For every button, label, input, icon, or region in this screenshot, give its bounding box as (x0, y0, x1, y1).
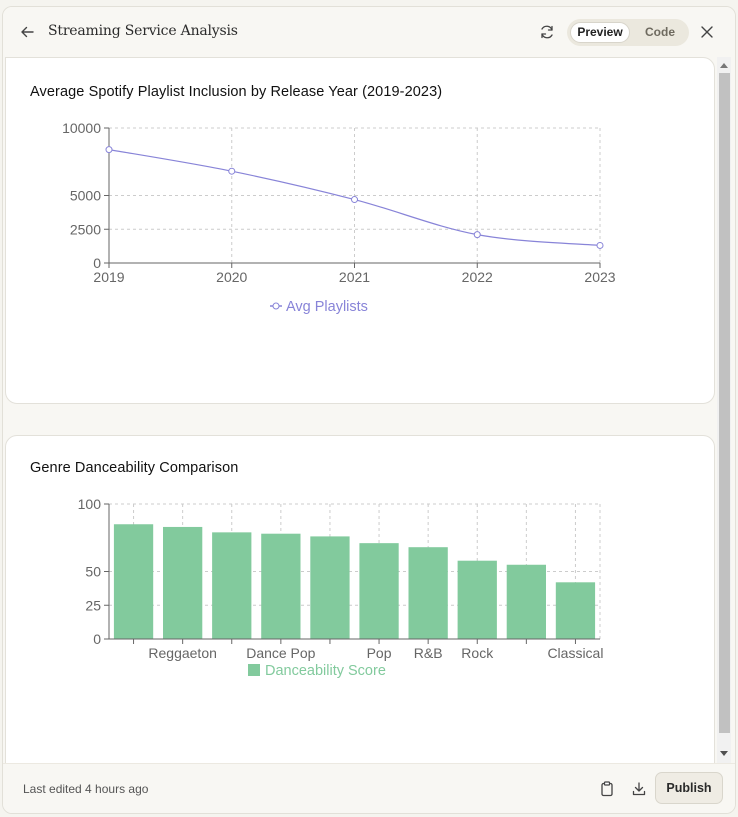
y-tick-label: 2500 (70, 221, 101, 237)
bar (555, 582, 596, 639)
y-tick-label: 5000 (70, 188, 101, 204)
data-point (105, 146, 113, 154)
y-tick-label: 0 (93, 255, 101, 271)
bar (457, 560, 497, 639)
bar (408, 547, 448, 639)
y-tick-label: 10000 (62, 120, 101, 136)
x-tick-label: 2023 (584, 269, 615, 285)
legend-swatch-icon (248, 664, 260, 676)
bar (506, 564, 546, 639)
footer-bar: Last edited 4 hours ago Publish (3, 763, 735, 813)
refresh-icon[interactable] (538, 23, 556, 41)
legend-label: Avg Playlists (286, 299, 368, 315)
bar (212, 532, 252, 639)
scrollbar[interactable] (717, 57, 731, 763)
bar (261, 533, 301, 639)
x-tick-label: R&B (414, 645, 443, 661)
x-tick-label: Reggaeton (148, 645, 217, 661)
bar (113, 524, 154, 639)
last-edited-text: Last edited 4 hours ago (23, 782, 149, 796)
preview-content: Average Spotify Playlist Inclusion by Re… (3, 57, 735, 763)
download-icon[interactable] (630, 780, 648, 798)
x-tick-label: 2022 (462, 269, 493, 285)
artifact-window: Streaming Service Analysis Preview Code … (2, 6, 736, 814)
bar (163, 526, 203, 639)
page-title: Streaming Service Analysis (48, 23, 238, 39)
y-tick-label: 25 (85, 597, 101, 613)
y-tick-label: 0 (93, 631, 101, 647)
x-tick-label: Classical (547, 645, 603, 661)
scroll-up-arrow-icon[interactable] (720, 63, 728, 68)
data-point (228, 167, 236, 175)
bar-chart-title: Genre Danceability Comparison (30, 460, 239, 476)
preview-tab[interactable]: Preview (570, 22, 630, 43)
x-tick-label: 2021 (339, 269, 370, 285)
publish-button[interactable]: Publish (655, 772, 723, 804)
x-tick-label: 2019 (93, 269, 124, 285)
line-chart-title: Average Spotify Playlist Inclusion by Re… (30, 84, 443, 100)
back-arrow-icon[interactable] (17, 22, 37, 42)
header-bar: Streaming Service Analysis Preview Code (3, 7, 735, 57)
scroll-down-arrow-icon[interactable] (720, 751, 728, 756)
data-point (351, 196, 358, 204)
close-icon[interactable] (698, 23, 716, 41)
y-tick-label: 100 (78, 496, 102, 512)
code-tab[interactable]: Code (645, 25, 675, 39)
line-chart: 0 2500 5000 10000 2019 2020 2021 2022 2023 Avg Pl… (62, 120, 616, 315)
x-tick-label: 2020 (216, 269, 247, 285)
bar (310, 536, 350, 639)
scroll-thumb[interactable] (719, 73, 730, 733)
legend-label: Danceability Score (265, 663, 386, 679)
x-tick-label: Pop (367, 645, 392, 661)
view-toggle: Preview Code (567, 19, 689, 46)
x-tick-label: Dance Pop (246, 645, 315, 661)
clipboard-icon[interactable] (598, 780, 616, 798)
bar-chart-card: Genre Danceability Comparison 0 25 50 100 Re… (5, 435, 715, 763)
legend-marker-icon (272, 302, 280, 310)
line-chart-card: Average Spotify Playlist Inclusion by Re… (5, 57, 715, 404)
data-point (473, 231, 481, 239)
x-tick-label: Rock (461, 645, 494, 661)
y-tick-label: 50 (85, 564, 101, 580)
bar-chart: 0 25 50 100 Reggaeton Dance Pop Pop R&B Rock Clas… (78, 496, 604, 679)
bar (359, 543, 399, 639)
data-point (596, 241, 604, 249)
